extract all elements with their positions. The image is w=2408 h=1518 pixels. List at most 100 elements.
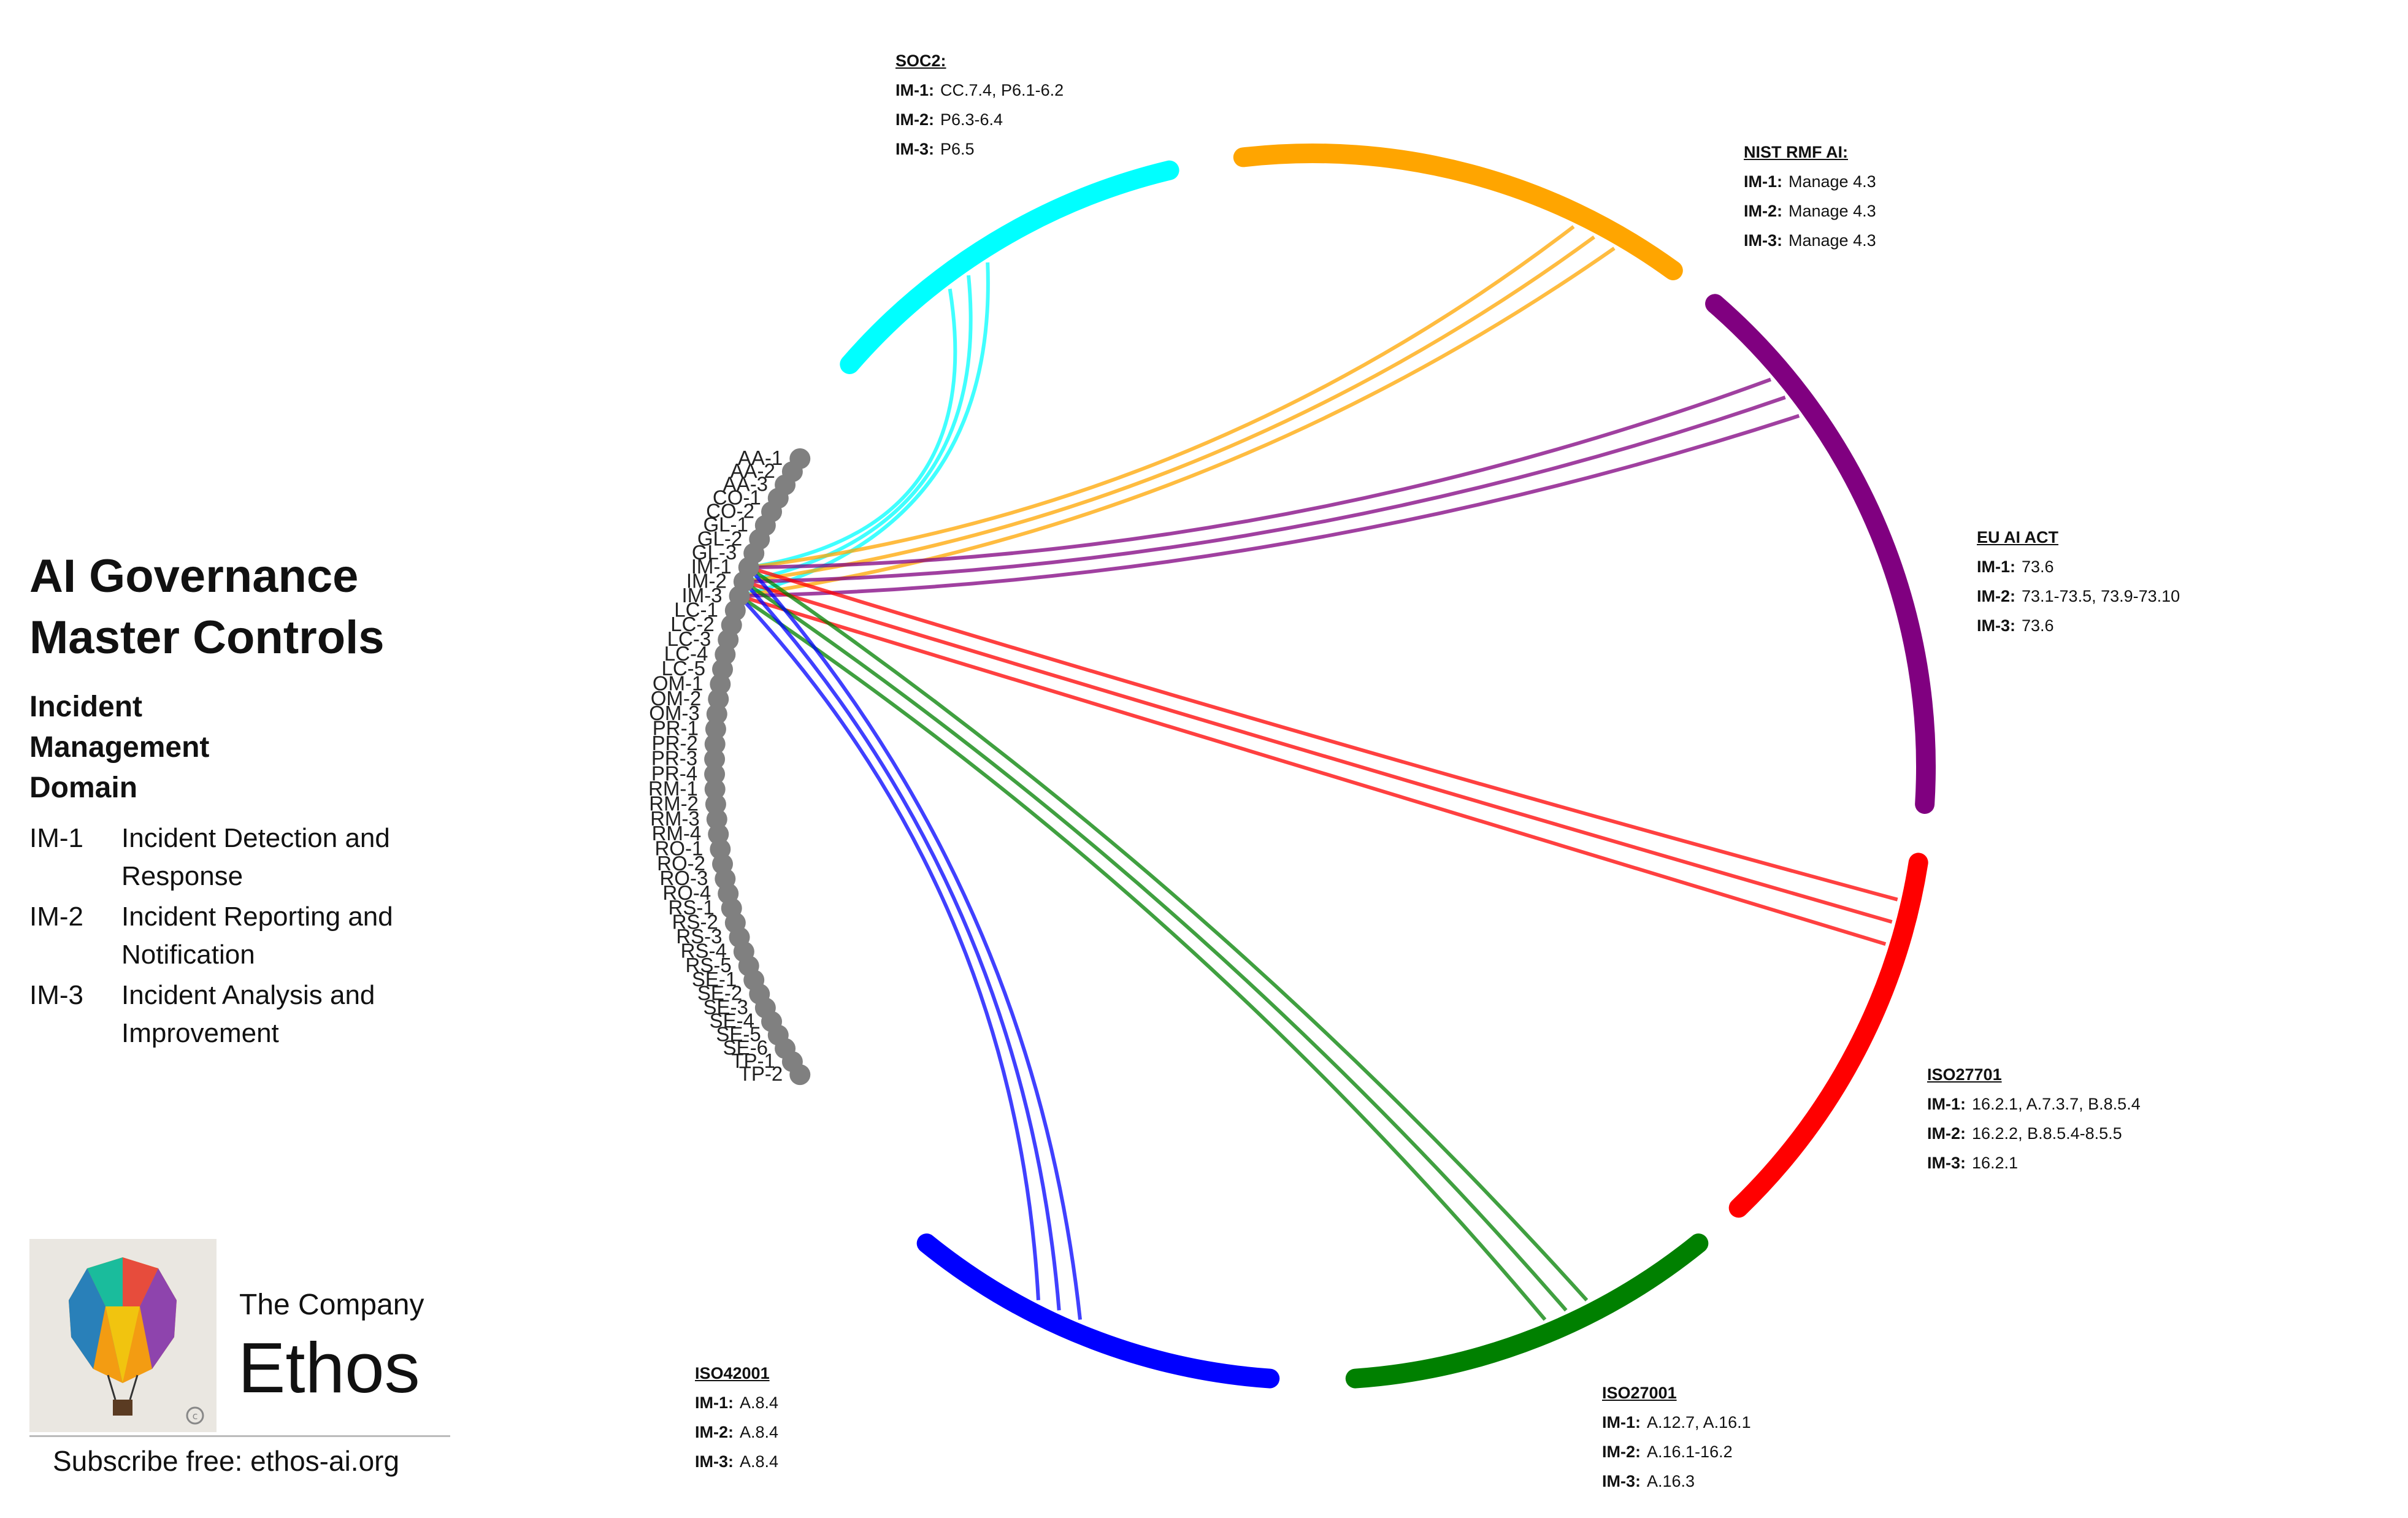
mapping-id: IM-1: [1927,1095,1966,1113]
control-description: Incident Reporting and Notification [121,902,393,970]
mapping-value: A.8.4 [740,1452,779,1471]
subscribe-link[interactable]: Subscribe free: ethos-ai.org [53,1445,400,1477]
mapping-link-euai [739,414,1800,598]
mapping-link-euai [743,396,1786,584]
control-node-label: SE-3 [703,995,748,1018]
control-node-label: RM-2 [649,792,699,815]
mapping-link-iso27701 [748,565,1898,902]
mapping-row: IM-2: A.16.1-16.2 [1602,1437,1751,1466]
control-id: IM-3 [29,980,83,1010]
mapping-row: IM-3: 73.6 [1977,611,2180,640]
framework-legend-iso42001: ISO42001 IM-1: A.8.4 IM-2: A.8.4 IM-3: A.8.… [695,1359,778,1476]
control-node-label: GL-1 [703,513,748,536]
mapping-id: IM-2: [695,1423,734,1441]
company-label: The Company [239,1289,424,1321]
control-node [789,1064,811,1086]
mapping-value: A.8.4 [740,1423,779,1441]
control-node-label: LC-2 [670,613,715,635]
mapping-link-euai [748,377,1772,570]
mapping-value: A.12.7, A.16.1 [1647,1413,1751,1432]
mapping-link-nist [739,247,1616,598]
mapping-link-soc2 [748,288,957,570]
mapping-value: Manage 4.3 [1789,231,1876,250]
framework-arc-euai [1705,294,1936,815]
domain-heading: Incident Management Domain [29,691,210,804]
control-node [704,734,726,755]
control-node-label: RM-3 [650,807,700,830]
control-item: IM-1 Incident Detection and Response [29,819,459,895]
control-id: IM-1 [29,823,83,853]
framework-title: SOC2: [895,52,946,70]
control-node [708,688,729,710]
control-node-label: RO-1 [654,837,703,860]
mapping-links [738,225,1898,1321]
mapping-value: 73.6 [2022,558,2054,576]
control-node-label: SE-1 [692,968,737,991]
control-node-label: RO-2 [657,852,705,875]
framework-arc-iso42001 [916,1233,1280,1389]
framework-arcs [840,144,1936,1389]
mapping-row: IM-2: P6.3-6.4 [895,105,1064,134]
framework-title: ISO42001 [695,1364,770,1382]
mapping-id: IM-3: [1744,231,1782,250]
mapping-row: IM-1: CC.7.4, P6.1-6.2 [895,75,1064,105]
control-node-label: RM-4 [652,822,702,845]
control-node-label: LC-1 [674,598,718,621]
control-node-label: GL-2 [697,527,742,550]
control-node [706,703,727,725]
framework-legend-iso27001: ISO27001 IM-1: A.12.7, A.16.1 IM-2: A.16.1… [1602,1378,1751,1496]
mapping-id: IM-2: [1927,1124,1966,1143]
sidebar: AI Governance Master Controls Incident M… [29,546,459,1055]
mapping-value: CC.7.4, P6.1-6.2 [940,81,1064,99]
framework-arc-iso27701 [1728,853,1928,1218]
control-node-label: PR-3 [651,747,697,770]
control-node-label: SE-2 [697,982,742,1005]
control-nodes: AA-1AA-2AA-3CO-1CO-2GL-1GL-2GL-3IM-1IM-2… [648,447,811,1086]
control-node-label: SE-4 [710,1010,754,1032]
mapping-row: IM-1: A.8.4 [695,1388,778,1417]
framework-title: ISO27001 [1602,1384,1677,1402]
mapping-row: IM-2: Manage 4.3 [1744,196,1876,226]
framework-legend-soc2: SOC2: IM-1: CC.7.4, P6.1-6.2 IM-2: P6.3-6.… [895,46,1064,164]
control-node-label: PR-1 [653,717,699,740]
mapping-value: 73.1-73.5, 73.9-73.10 [2022,587,2180,605]
mapping-row: IM-2: 73.1-73.5, 73.9-73.10 [1977,581,2180,611]
mapping-id: IM-2: [1977,587,2015,605]
control-node-label: LC-5 [661,657,705,680]
mapping-row: IM-3: 16.2.1 [1927,1148,2141,1178]
mapping-value: P6.5 [940,140,975,158]
control-node-label: AA-1 [738,447,783,469]
control-description: Incident Analysis and Improvement [121,980,375,1048]
mapping-id: IM-1: [1602,1413,1641,1432]
hot-air-balloon-icon: c [69,1257,204,1425]
mapping-value: A.16.1-16.2 [1647,1443,1733,1461]
mapping-row: IM-3: Manage 4.3 [1744,226,1876,255]
control-node [706,808,727,830]
mapping-link-iso42001 [742,580,1061,1311]
control-node [704,778,726,800]
mapping-link-iso42001 [747,566,1082,1320]
control-node [705,718,726,740]
mapping-link-iso27701 [738,594,1887,946]
control-list: IM-1 Incident Detection and Response IM-… [29,819,459,1052]
control-node-label: CO-2 [706,499,754,522]
mapping-link-soc2 [743,275,973,584]
mapping-row: IM-1: 73.6 [1977,552,2180,581]
title-line-1: AI Governance [29,550,359,602]
company-name: Ethos [238,1328,420,1408]
control-node-label: RO-4 [662,881,711,904]
page-title: AI Governance Master Controls [29,546,459,669]
framework-legend-iso27701: ISO27701 IM-1: 16.2.1, A.7.3.7, B.8.5.4 I… [1927,1060,2141,1178]
mapping-value: 16.2.1, A.7.3.7, B.8.5.4 [1972,1095,2141,1113]
control-node-label: OM-1 [653,672,704,694]
mapping-value: A.16.3 [1647,1472,1695,1490]
control-node-label: IM-2 [686,569,727,592]
mapping-value: P6.3-6.4 [940,110,1003,129]
mapping-row: IM-3: A.8.4 [695,1447,778,1476]
mapping-link-nist [743,236,1595,584]
control-node-label: CO-1 [713,486,761,508]
mapping-link-iso27701 [743,580,1893,924]
mapping-value: Manage 4.3 [1789,202,1876,220]
mapping-row: IM-3: P6.5 [895,134,1064,164]
mapping-id: IM-3: [695,1452,734,1471]
